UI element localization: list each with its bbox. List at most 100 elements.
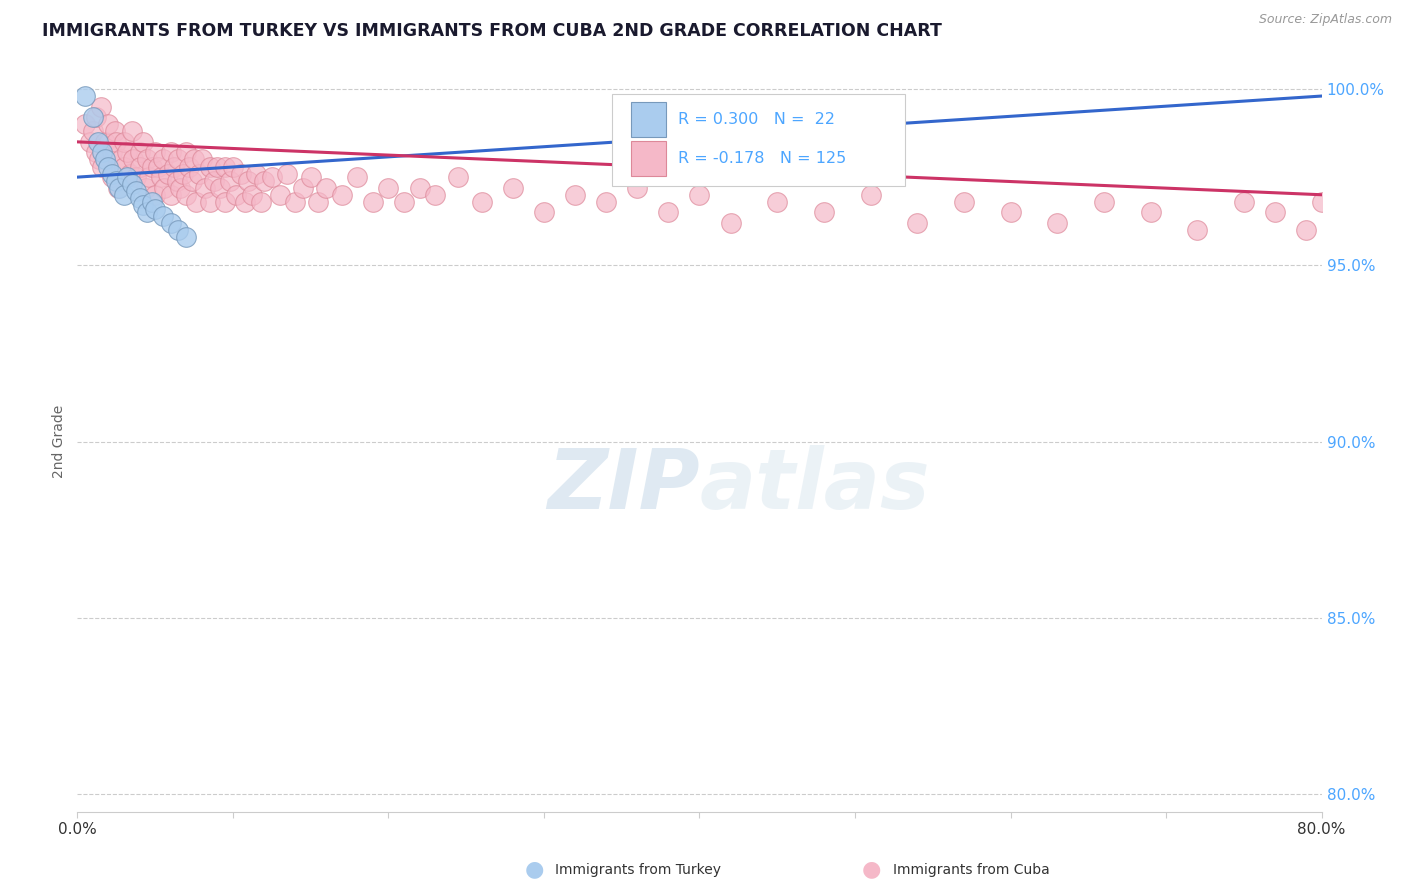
Point [720,216,742,230]
Point [1341,223,1364,237]
Point [84,145,107,160]
Point [128,145,150,160]
Point [166,174,188,188]
Point [125,170,148,185]
Point [135,180,157,194]
Point [307,194,329,209]
Text: ZIP: ZIP [547,445,700,526]
Point [813,205,835,219]
Point [657,205,679,219]
Point [159,187,181,202]
Point [115,145,138,160]
Point [141,160,163,174]
Point [152,209,174,223]
Text: R = -0.178   N = 125: R = -0.178 N = 125 [678,152,846,166]
Point [361,194,384,209]
Point [131,135,153,149]
Text: IMMIGRANTS FROM TURKEY VS IMMIGRANTS FROM CUBA 2ND GRADE CORRELATION CHART: IMMIGRANTS FROM TURKEY VS IMMIGRANTS FRO… [42,22,942,40]
Point [94,153,117,167]
Text: Immigrants from Turkey: Immigrants from Turkey [555,863,721,877]
Point [87,153,110,167]
Point [766,194,789,209]
Point [276,167,298,181]
Point [183,153,205,167]
Point [1139,205,1161,219]
Point [131,198,153,212]
Y-axis label: 2nd Grade: 2nd Grade [52,405,66,478]
Point [152,153,174,167]
Point [689,187,711,202]
Point [250,194,273,209]
Point [408,180,430,194]
Point [238,174,260,188]
Text: ●: ● [862,860,882,880]
Point [626,180,648,194]
Point [167,153,190,167]
Point [143,145,166,160]
Point [214,160,236,174]
Point [1372,194,1395,209]
Point [91,145,114,160]
Point [100,170,122,185]
Point [112,187,135,202]
Point [181,174,204,188]
Point [377,180,399,194]
Point [91,160,114,174]
Point [174,187,197,202]
Point [859,187,882,202]
Point [75,117,97,131]
Point [423,187,446,202]
Point [194,180,217,194]
Point [174,230,197,244]
Point [90,100,112,114]
Point [533,205,555,219]
Point [100,145,122,160]
Point [1388,230,1406,244]
Point [159,145,181,160]
Point [105,135,128,149]
Point [1187,223,1209,237]
Point [1295,223,1317,237]
Point [110,153,132,167]
FancyBboxPatch shape [613,94,905,186]
Text: atlas: atlas [700,445,931,526]
Point [1233,194,1256,209]
Point [143,187,166,202]
Point [209,180,232,194]
Point [299,170,322,185]
Bar [631,102,666,137]
Point [97,160,120,174]
Bar [631,141,666,177]
Point [79,135,101,149]
Point [229,167,252,181]
Point [269,187,291,202]
Point [240,187,263,202]
Point [1092,194,1115,209]
Point [1000,205,1022,219]
Point [163,160,186,174]
Point [595,194,617,209]
Point [141,194,163,209]
Point [122,153,145,167]
Point [198,160,221,174]
Point [75,89,97,103]
Point [150,170,173,185]
Point [143,202,166,216]
Text: Immigrants from Cuba: Immigrants from Cuba [893,863,1049,877]
Point [191,153,214,167]
Point [148,160,170,174]
Point [104,124,127,138]
Point [564,187,586,202]
Point [84,110,107,124]
Point [94,135,117,149]
Point [82,110,104,124]
Point [121,177,143,191]
Point [159,216,181,230]
Point [167,223,190,237]
Point [1403,223,1406,237]
Point [1046,216,1069,230]
Point [136,153,159,167]
Point [153,180,176,194]
Point [346,170,368,185]
Point [97,117,120,131]
